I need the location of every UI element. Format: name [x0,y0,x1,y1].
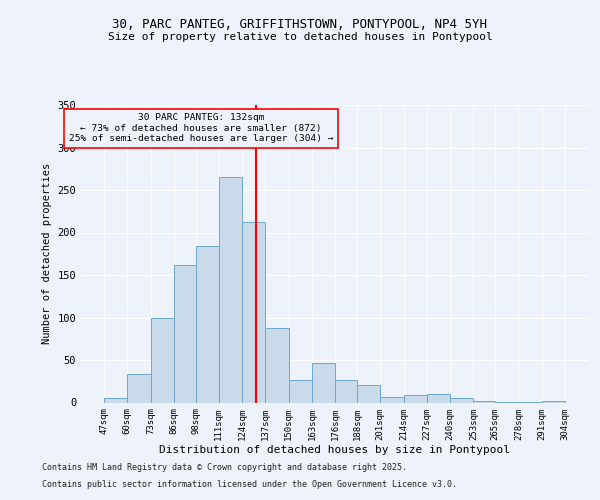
X-axis label: Distribution of detached houses by size in Pontypool: Distribution of detached houses by size … [159,445,510,455]
Bar [242,222,265,402]
Y-axis label: Number of detached properties: Number of detached properties [42,163,52,344]
Bar [357,384,380,402]
Text: 30 PARC PANTEG: 132sqm
← 73% of detached houses are smaller (872)
25% of semi-de: 30 PARC PANTEG: 132sqm ← 73% of detached… [68,114,333,144]
Bar [473,401,495,402]
Bar [127,374,151,402]
Text: Contains HM Land Registry data © Crown copyright and database right 2025.: Contains HM Land Registry data © Crown c… [42,464,407,472]
Bar [404,395,427,402]
Bar [542,401,565,402]
Bar [450,398,473,402]
Bar [219,178,242,402]
Bar [289,380,312,402]
Bar [380,398,404,402]
Bar [174,265,196,402]
Text: Size of property relative to detached houses in Pontypool: Size of property relative to detached ho… [107,32,493,42]
Bar [312,362,335,403]
Bar [335,380,357,402]
Bar [427,394,450,402]
Text: 30, PARC PANTEG, GRIFFITHSTOWN, PONTYPOOL, NP4 5YH: 30, PARC PANTEG, GRIFFITHSTOWN, PONTYPOO… [113,18,487,30]
Text: Contains public sector information licensed under the Open Government Licence v3: Contains public sector information licen… [42,480,457,489]
Bar [151,318,174,402]
Bar [196,246,219,402]
Bar [265,328,289,402]
Bar [104,398,127,402]
